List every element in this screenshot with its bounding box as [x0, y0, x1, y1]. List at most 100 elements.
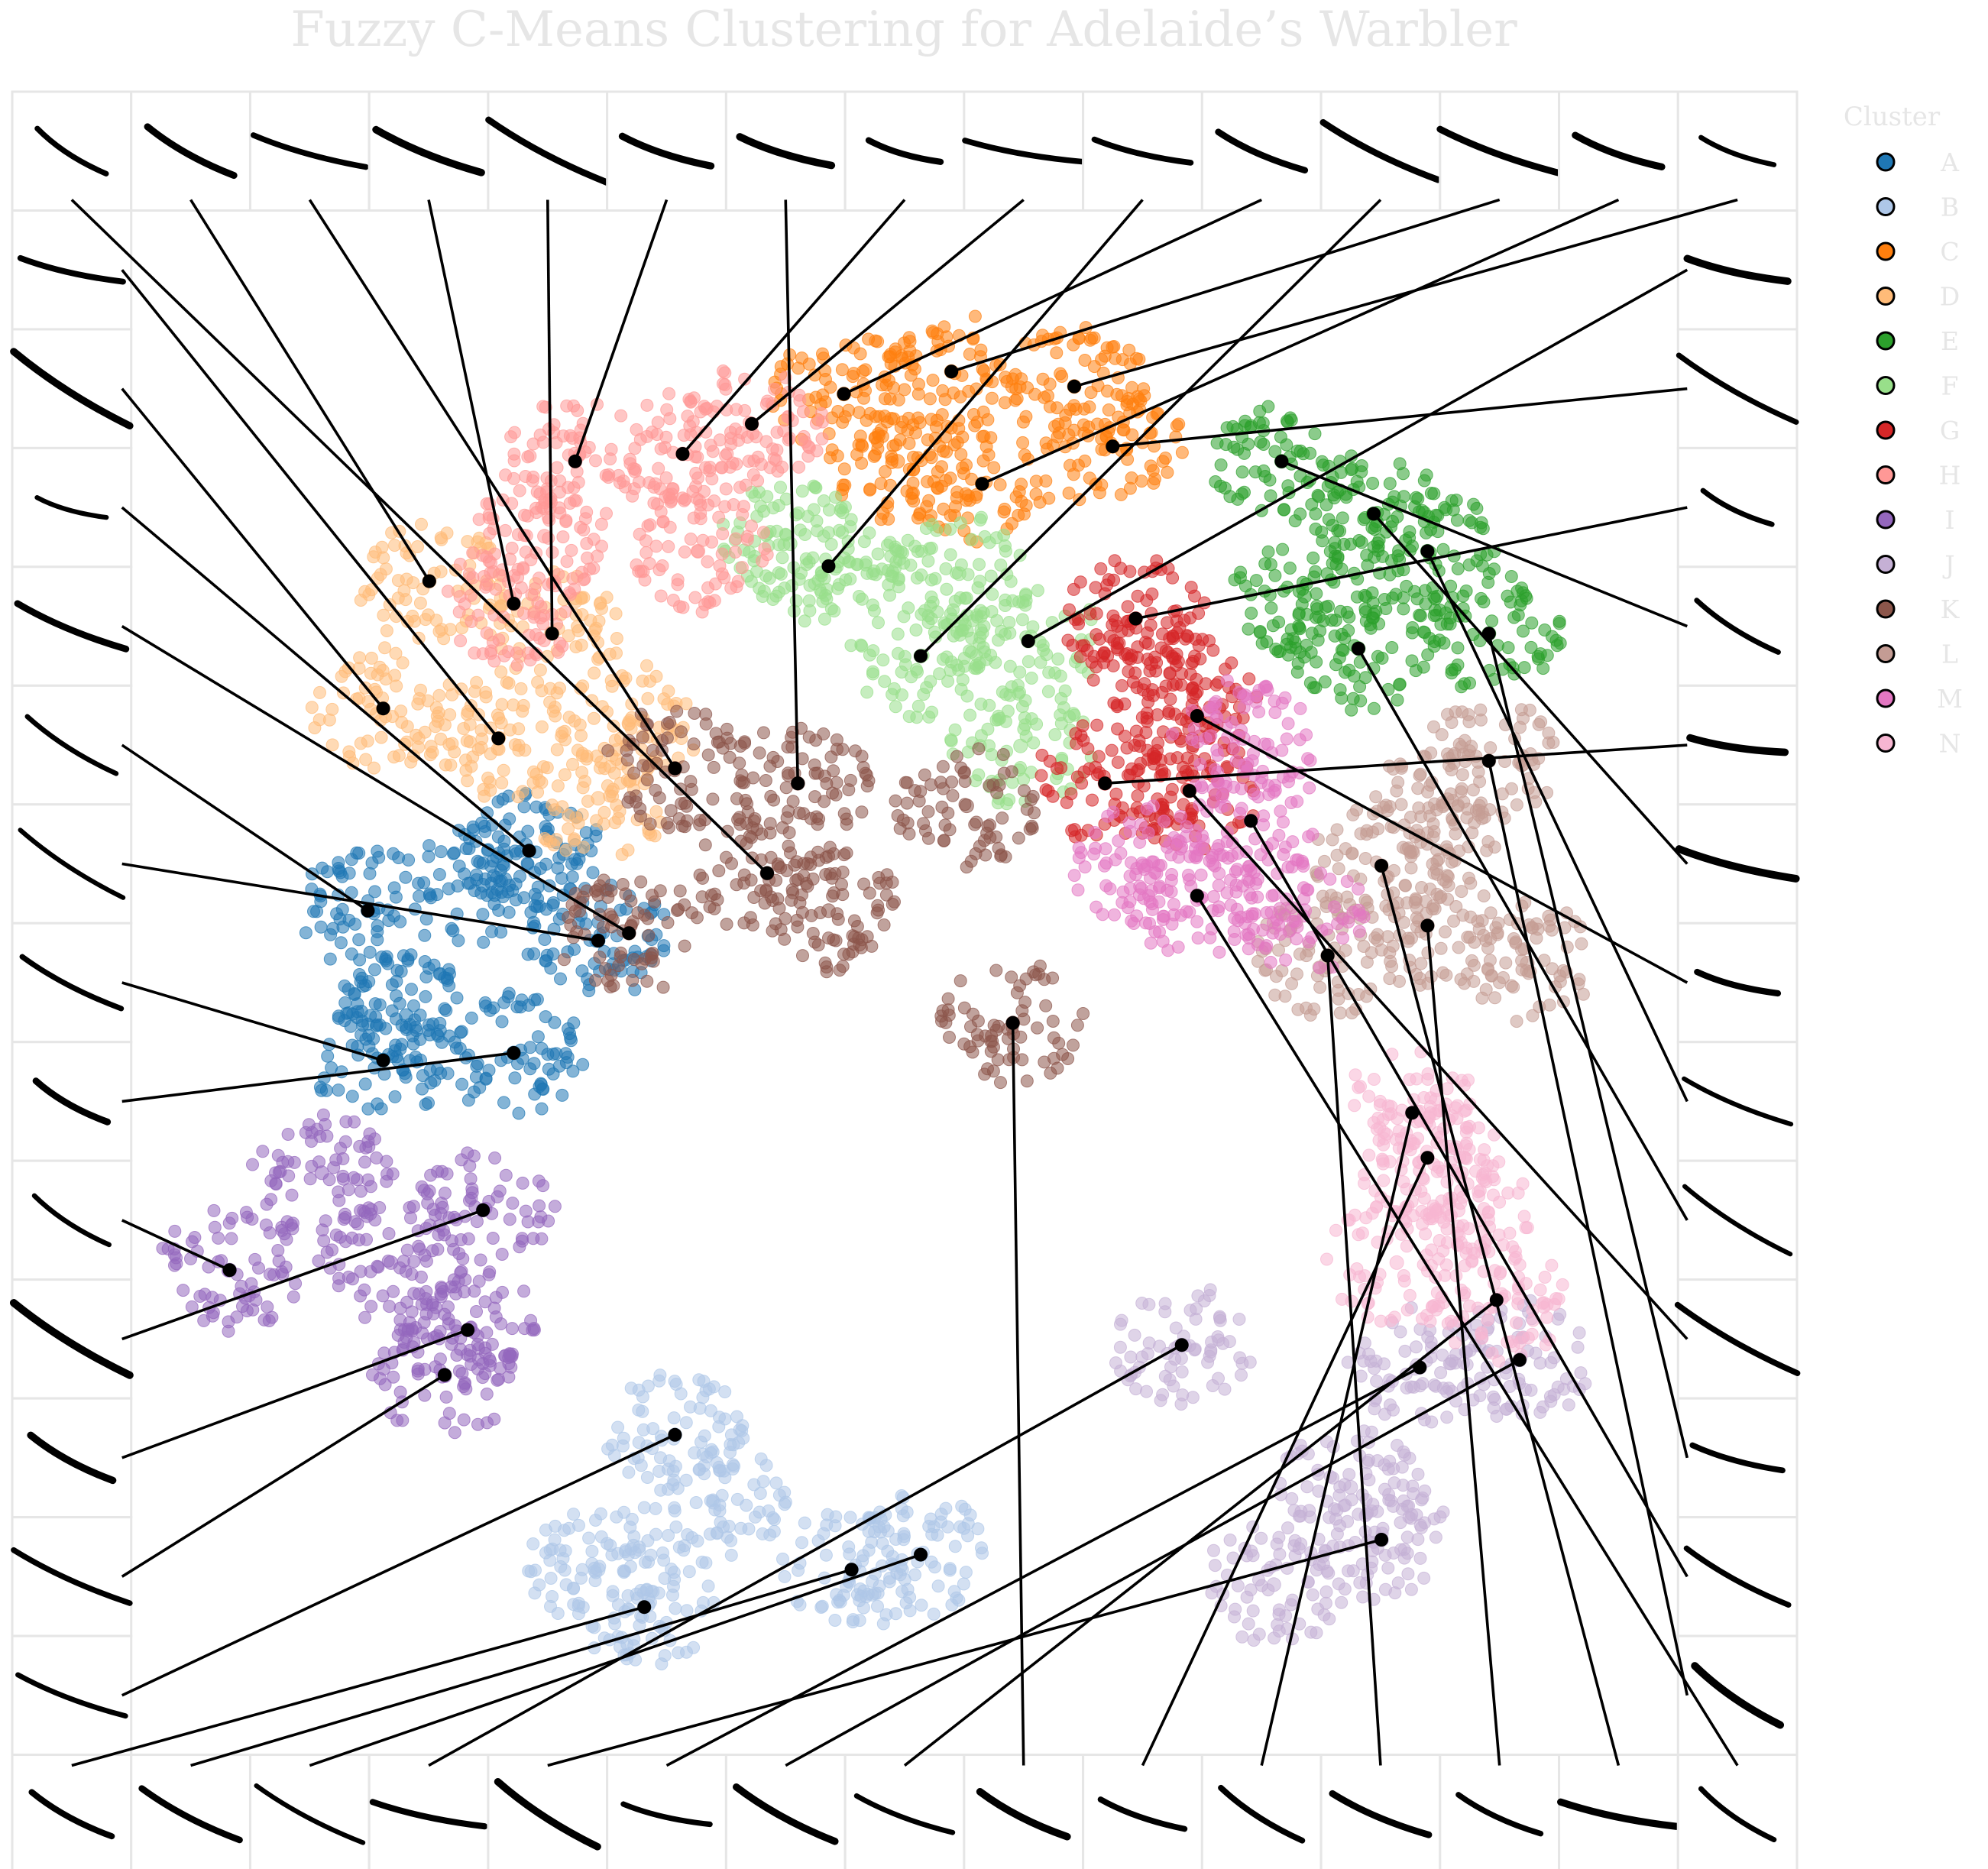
data-point — [416, 1082, 429, 1096]
data-point — [408, 1013, 422, 1027]
data-point — [933, 667, 947, 681]
data-point — [775, 551, 789, 565]
data-point — [877, 918, 891, 931]
data-point — [1140, 594, 1154, 607]
data-point — [575, 1571, 588, 1585]
data-point — [816, 415, 829, 429]
spectrogram-mark — [853, 1793, 956, 1835]
spectrogram-mark — [865, 137, 944, 165]
data-point — [1417, 474, 1431, 487]
data-point — [679, 1416, 693, 1430]
data-point — [1398, 1344, 1412, 1358]
data-point — [659, 471, 673, 484]
spectrogram-cell — [11, 565, 133, 687]
data-point — [756, 554, 769, 568]
data-point — [442, 737, 456, 751]
data-point — [335, 902, 349, 916]
data-point — [1070, 737, 1083, 750]
data-point — [772, 499, 785, 512]
data-point — [767, 1524, 781, 1538]
spectrogram-cell — [1082, 90, 1203, 212]
data-point — [664, 495, 678, 509]
data-point — [468, 685, 481, 698]
data-point — [885, 449, 898, 463]
data-point — [397, 949, 410, 963]
data-point — [740, 533, 754, 546]
data-point — [759, 774, 772, 787]
data-point — [641, 692, 655, 705]
data-point — [574, 520, 588, 534]
data-point — [795, 905, 809, 919]
data-point — [1371, 544, 1385, 558]
data-point — [718, 1385, 732, 1398]
data-point — [405, 1305, 419, 1319]
data-point — [693, 868, 707, 882]
data-point — [715, 547, 729, 561]
data-point — [1384, 1398, 1397, 1412]
data-point — [1095, 478, 1109, 492]
data-point — [473, 1080, 487, 1094]
spectrogram-mark — [14, 600, 130, 653]
data-point — [1339, 491, 1353, 504]
data-point — [538, 933, 552, 946]
data-point — [1140, 711, 1154, 725]
data-point — [611, 1420, 625, 1434]
data-point — [609, 607, 623, 620]
data-point — [168, 1224, 182, 1238]
data-point — [653, 884, 667, 898]
data-point — [387, 847, 400, 860]
data-point — [791, 920, 805, 934]
data-point — [1106, 340, 1119, 354]
data-point — [1272, 1531, 1286, 1544]
data-point — [863, 648, 876, 662]
data-point — [1050, 401, 1064, 415]
data-point — [1020, 1074, 1034, 1088]
spectrogram-cell — [724, 1754, 847, 1869]
data-point — [320, 1129, 334, 1143]
data-point — [581, 795, 594, 808]
data-point — [1235, 1630, 1249, 1644]
data-point — [756, 590, 769, 603]
data-point — [484, 747, 497, 761]
data-point — [1383, 477, 1397, 491]
data-point — [325, 702, 339, 716]
data-point — [1125, 381, 1139, 394]
data-point — [954, 619, 967, 633]
data-point — [332, 1194, 346, 1207]
data-point — [507, 698, 520, 712]
data-point — [1094, 562, 1108, 575]
data-point — [894, 545, 908, 559]
data-point — [900, 484, 914, 498]
data-point — [419, 1255, 433, 1268]
data-point — [775, 821, 789, 834]
data-point — [798, 614, 811, 628]
data-point — [531, 596, 545, 610]
data-point — [206, 1291, 219, 1304]
data-point — [678, 1539, 691, 1553]
data-point — [833, 964, 847, 977]
data-point — [817, 530, 830, 543]
data-point — [368, 997, 382, 1011]
data-point — [976, 640, 990, 654]
data-point — [585, 1544, 599, 1558]
data-point — [730, 457, 743, 471]
data-point — [676, 601, 690, 614]
data-point — [786, 886, 800, 899]
data-point — [450, 991, 464, 1005]
data-point — [492, 633, 506, 646]
data-point — [1122, 665, 1135, 679]
data-point — [1336, 511, 1349, 525]
data-point — [898, 776, 912, 789]
data-point — [667, 1579, 680, 1593]
data-point — [465, 760, 478, 773]
data-point — [1135, 475, 1148, 488]
data-point — [488, 1152, 502, 1164]
data-point — [842, 947, 856, 961]
data-point — [698, 1429, 711, 1443]
data-point — [846, 1615, 860, 1629]
data-point — [544, 961, 558, 975]
data-point — [1309, 681, 1323, 695]
data-point — [662, 1529, 675, 1542]
data-point — [567, 1598, 581, 1611]
data-point — [820, 960, 834, 973]
